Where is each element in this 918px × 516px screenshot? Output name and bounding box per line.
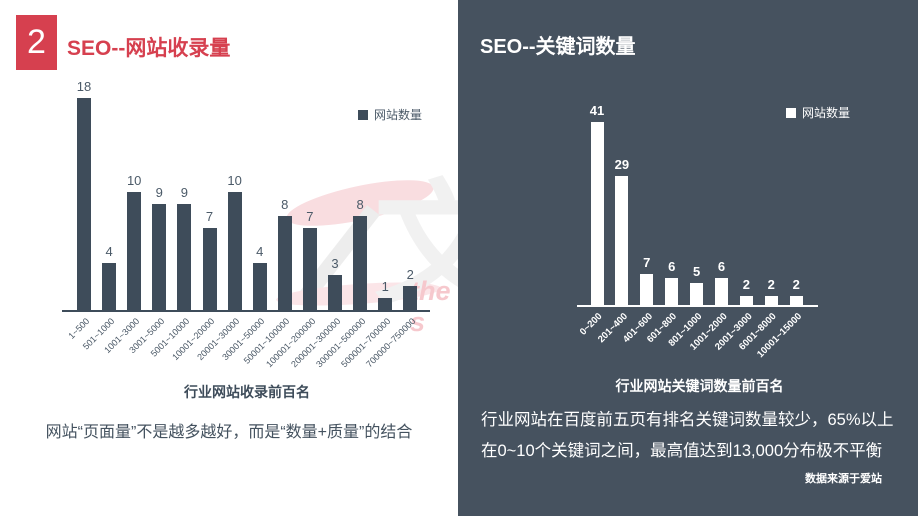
bar-value-label: 4 <box>105 244 113 259</box>
bar-value-label: 2 <box>792 277 800 292</box>
bar <box>328 275 342 310</box>
bar <box>764 296 778 305</box>
left-legend: 网站数量 <box>358 106 422 123</box>
legend-swatch-icon <box>786 107 796 118</box>
bar <box>177 204 192 310</box>
bar <box>403 286 418 310</box>
bar-value-label: 10 <box>227 173 242 188</box>
bar-value-label: 18 <box>76 79 92 94</box>
legend-swatch-icon <box>358 109 368 120</box>
right-chart-caption: 行业网站关键词数量前百名 <box>615 378 784 394</box>
bar-value-label: 6 <box>717 259 726 274</box>
bar <box>252 263 267 310</box>
bar-value-label: 9 <box>180 185 188 200</box>
keyword-count-chart: 41 29 7 6 5 6 2 2 2 <box>577 103 822 307</box>
bar-value-label: 9 <box>155 185 163 200</box>
bar <box>77 98 91 310</box>
bar-value-label: 29 <box>614 157 630 172</box>
bar <box>202 228 217 310</box>
bar-value-label: 2 <box>406 267 414 282</box>
bar-value-label: 7 <box>643 255 651 270</box>
bar <box>789 296 803 305</box>
bar-value-label: 4 <box>256 244 264 259</box>
bar-value-label: 8 <box>356 197 364 212</box>
bar <box>127 192 142 310</box>
right-legend: 网站数量 <box>786 104 850 121</box>
data-source-note: 数据来源于爱站 <box>805 473 882 485</box>
bar-value-label: 7 <box>306 209 314 224</box>
bar <box>353 216 368 310</box>
keyword-count-chart-ticks: 0~200 201~400 401~600 601~800 801~1000 1001~2… <box>577 311 822 377</box>
panel-keyword-count: SEO--关键词数量 网站数量 41 29 7 6 5 6 2 2 2 0~200 201~400… <box>458 0 918 516</box>
bar <box>640 274 654 305</box>
section-number-badge: 2 <box>16 15 57 70</box>
bar-value-label: 2 <box>742 277 750 292</box>
bar <box>615 176 629 305</box>
bar <box>590 122 604 305</box>
bar <box>152 204 167 310</box>
bar-value-label: 7 <box>205 209 214 224</box>
bar <box>102 263 117 310</box>
bar-value-label: 2 <box>767 277 775 292</box>
bar-value-label: 3 <box>331 256 339 271</box>
bar-value-label: 41 <box>589 103 605 118</box>
right-chart-title: SEO--关键词数量 <box>480 36 636 58</box>
panel-site-index: 文 the s 2 SEO--网站收录量 网站数量 18 4 10 9 9 7 10 4 8 7 3… <box>0 0 458 516</box>
bar-value-label: 5 <box>692 264 701 279</box>
bar <box>277 216 292 310</box>
legend-label: 网站数量 <box>802 106 851 120</box>
left-chart-caption: 行业网站收录前百名 <box>184 384 310 400</box>
site-index-chart-ticks: 1~500 501~1000 1001~3000 3001~5000 5001~1000… <box>62 316 432 382</box>
bar <box>665 278 679 305</box>
bar <box>378 298 393 310</box>
left-note: 网站“页面量”不是越多越好，而是“数量+质量”的结合 <box>45 424 413 441</box>
bar-value-label: 10 <box>126 173 142 188</box>
legend-label: 网站数量 <box>374 108 423 122</box>
x-axis-line <box>62 310 430 312</box>
x-axis-line <box>577 305 818 307</box>
bar <box>690 283 704 305</box>
site-index-chart: 18 4 10 9 9 7 10 4 8 7 3 8 1 2 <box>62 79 432 312</box>
left-chart-title: SEO--网站收录量 <box>67 37 231 60</box>
right-note: 行业网站在百度前五页有排名关键词数量较少，65%以上在0~10个关键词之间，最高… <box>481 411 894 460</box>
bar <box>227 192 242 310</box>
bar-value-label: 6 <box>668 259 676 274</box>
bar <box>715 278 728 305</box>
bar <box>739 296 753 305</box>
